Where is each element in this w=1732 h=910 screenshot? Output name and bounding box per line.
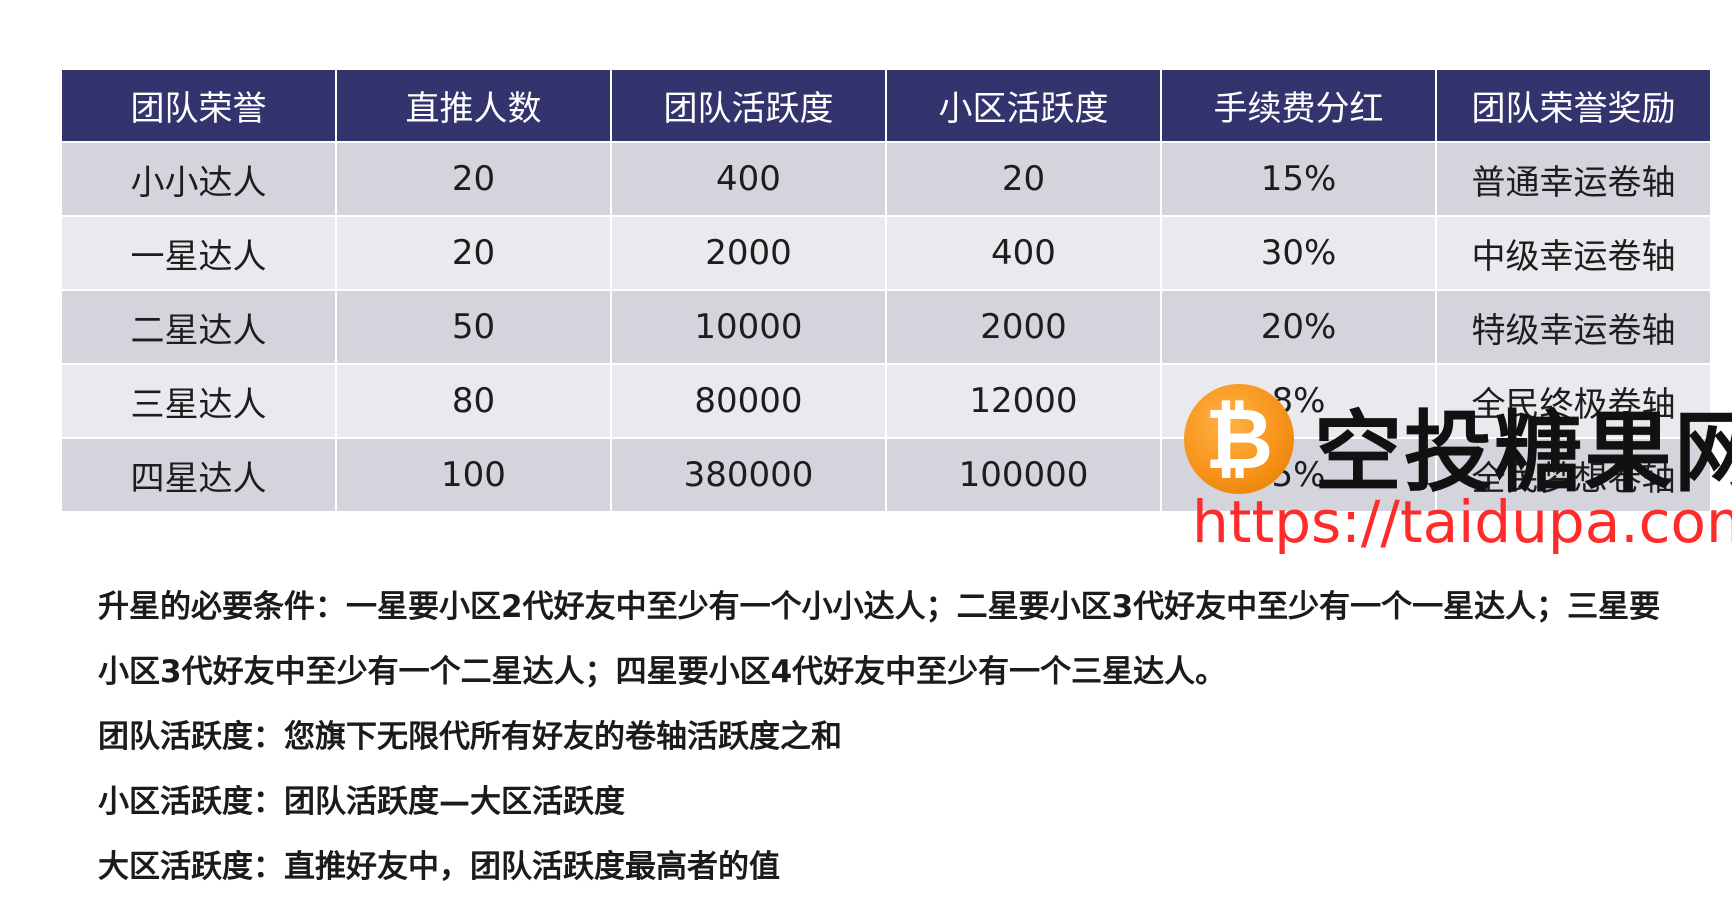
table-cell: 80000 xyxy=(610,363,887,439)
table-row: 四星达人 100 380000 100000 5% 全民梦想卷轴 xyxy=(60,437,1712,513)
watermark-title: 空投糖果网 xyxy=(1314,401,1732,504)
header-team-honor: 团队荣誉 xyxy=(60,68,337,143)
table-cell: 380000 xyxy=(610,437,887,513)
table-cell: 10000 xyxy=(610,289,887,365)
honor-table: 团队荣誉 直推人数 团队活跃度 小区活跃度 手续费分红 团队荣誉奖励 小小达人 … xyxy=(60,68,1712,513)
note-small-zone-activity: 小区活跃度：团队活跃度—大区活跃度 xyxy=(98,784,625,820)
header-small-zone-activity: 小区活跃度 xyxy=(885,68,1162,143)
notes-section: 升星的必要条件：一星要小区2代好友中至少有一个小小达人；二星要小区3代好友中至少… xyxy=(98,575,1678,900)
table-cell: 四星达人 xyxy=(60,437,337,513)
table-cell: 20 xyxy=(335,141,612,217)
table-cell: 特级幸运卷轴 xyxy=(1435,289,1712,365)
table-cell: 12000 xyxy=(885,363,1162,439)
table-cell: 15% xyxy=(1160,141,1437,217)
table-cell: 2000 xyxy=(610,215,887,291)
note-team-activity: 团队活跃度：您旗下无限代所有好友的卷轴活跃度之和 xyxy=(98,719,842,755)
table-cell: 30% xyxy=(1160,215,1437,291)
table-cell: 普通幸运卷轴 xyxy=(1435,141,1712,217)
table-cell: 100000 xyxy=(885,437,1162,513)
table-cell: 全民终极卷轴 xyxy=(1435,363,1712,439)
honor-table-container: 团队荣誉 直推人数 团队活跃度 小区活跃度 手续费分红 团队荣誉奖励 小小达人 … xyxy=(60,68,1712,513)
table-header-row: 团队荣誉 直推人数 团队活跃度 小区活跃度 手续费分红 团队荣誉奖励 xyxy=(60,68,1712,143)
table-cell: 50 xyxy=(335,289,612,365)
table-cell: 20 xyxy=(885,141,1162,217)
table-cell: 2000 xyxy=(885,289,1162,365)
table-cell: 100 xyxy=(335,437,612,513)
bitcoin-icon: ₿ xyxy=(1184,384,1294,494)
note-big-zone-activity: 大区活跃度：直推好友中，团队活跃度最高者的值 xyxy=(98,849,780,885)
table-cell: 400 xyxy=(885,215,1162,291)
table-cell: 一星达人 xyxy=(60,215,337,291)
table-cell: 80 xyxy=(335,363,612,439)
table-cell: 中级幸运卷轴 xyxy=(1435,215,1712,291)
table-cell: 二星达人 xyxy=(60,289,337,365)
table-cell: 三星达人 xyxy=(60,363,337,439)
header-honor-reward: 团队荣誉奖励 xyxy=(1435,68,1712,143)
header-fee-dividend: 手续费分红 xyxy=(1160,68,1437,143)
table-cell: 全民梦想卷轴 xyxy=(1435,437,1712,513)
table-cell: 400 xyxy=(610,141,887,217)
table-cell: 小小达人 xyxy=(60,141,337,217)
table-row: 小小达人 20 400 20 15% 普通幸运卷轴 xyxy=(60,141,1712,217)
header-direct-referrals: 直推人数 xyxy=(335,68,612,143)
table-row: 二星达人 50 10000 2000 20% 特级幸运卷轴 xyxy=(60,289,1712,365)
table-cell: 20% xyxy=(1160,289,1437,365)
header-team-activity: 团队活跃度 xyxy=(610,68,887,143)
watermark-url[interactable]: https://taidupa.com xyxy=(1192,488,1732,556)
note-star-requirements: 升星的必要条件：一星要小区2代好友中至少有一个小小达人；二星要小区3代好友中至少… xyxy=(98,589,1661,690)
table-cell: 20 xyxy=(335,215,612,291)
table-row: 一星达人 20 2000 400 30% 中级幸运卷轴 xyxy=(60,215,1712,291)
table-row: 三星达人 80 80000 12000 8% 全民终极卷轴 xyxy=(60,363,1712,439)
watermark: ₿ 空投糖果网 https://taidupa.com xyxy=(1180,378,1732,558)
